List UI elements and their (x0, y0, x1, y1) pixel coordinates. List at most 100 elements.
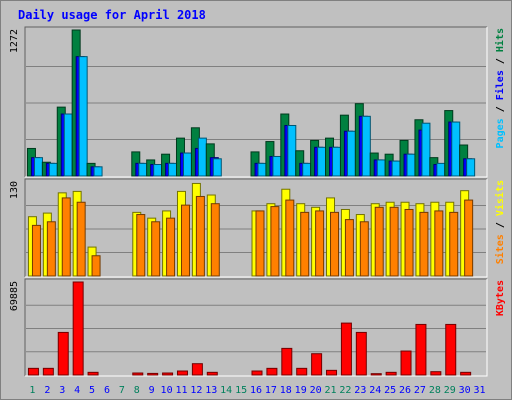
day-label-19: 19 (295, 385, 307, 396)
bar-sites-day-3 (61, 197, 71, 277)
bar-pages-day-22 (346, 130, 356, 177)
bar-sites-day-27 (419, 211, 429, 277)
bar-pages-day-5 (93, 166, 103, 177)
bar-pages-day-19 (302, 162, 312, 177)
bar-sites-day-30 (464, 199, 474, 277)
bar-sites-day-10 (166, 217, 176, 277)
day-label-3: 3 (59, 385, 65, 396)
y-axis-max-label: 130 (9, 181, 20, 199)
day-label-30: 30 (459, 385, 471, 396)
bar-kbytes-day-17 (266, 367, 278, 376)
day-label-31: 31 (474, 385, 486, 396)
day-label-15: 15 (235, 385, 247, 396)
bar-pages-day-16 (257, 162, 267, 177)
day-label-25: 25 (384, 385, 396, 396)
bar-pages-day-8 (138, 162, 148, 177)
bar-kbytes-day-24 (370, 373, 382, 376)
bar-pages-day-3 (63, 113, 73, 177)
bar-sites-day-2 (46, 221, 56, 277)
bar-pages-day-25 (391, 160, 401, 177)
bar-pages-day-29 (451, 121, 461, 177)
day-label-12: 12 (190, 385, 202, 396)
day-label-2: 2 (44, 385, 50, 396)
bar-pages-day-21 (332, 146, 342, 177)
panel-border-top (24, 26, 487, 177)
day-label-22: 22 (339, 385, 351, 396)
day-label-21: 21 (324, 385, 336, 396)
legend-separator: / (495, 52, 506, 70)
day-label-17: 17 (265, 385, 277, 396)
bar-kbytes-day-1 (27, 367, 39, 376)
panel-kbytes: 69885 KBytes (9, 278, 506, 377)
day-label-14: 14 (220, 385, 232, 396)
bar-sites-day-28 (434, 210, 444, 277)
bar-kbytes-day-26 (400, 350, 412, 376)
bar-kbytes-day-28 (430, 371, 442, 376)
bar-kbytes-day-9 (147, 372, 159, 376)
bar-kbytes-day-18 (281, 347, 293, 376)
day-label-27: 27 (414, 385, 426, 396)
day-label-9: 9 (149, 385, 155, 396)
legend-entry: Sites (494, 234, 506, 264)
day-label-23: 23 (354, 385, 366, 396)
panel-border-bottom (25, 279, 488, 377)
bar-kbytes-day-3 (57, 331, 69, 376)
panel-legend: KBytes (495, 280, 506, 316)
panel-border-bottom (25, 179, 488, 278)
bar-kbytes-day-12 (191, 363, 203, 376)
bar-sites-day-29 (449, 211, 459, 277)
bar-sites-day-23 (359, 221, 369, 277)
panel-border-top (24, 178, 487, 277)
bar-sites-day-13 (210, 203, 220, 277)
bar-pages-day-24 (376, 159, 386, 177)
bar-kbytes-day-13 (206, 371, 218, 376)
bar-sites-day-1 (31, 224, 41, 277)
panel-visits-sites: 130 Sites / Visits (9, 178, 506, 278)
bar-kbytes-day-16 (251, 370, 263, 376)
bar-pages-day-27 (421, 122, 431, 177)
panel-border-bottom (25, 27, 488, 178)
bar-pages-day-30 (466, 158, 476, 177)
day-label-29: 29 (444, 385, 456, 396)
bar-kbytes-day-4 (72, 281, 84, 376)
bar-pages-day-11 (182, 152, 192, 177)
day-label-8: 8 (134, 385, 140, 396)
day-label-28: 28 (429, 385, 441, 396)
bar-pages-day-1 (33, 157, 43, 177)
bar-kbytes-day-2 (42, 367, 54, 376)
bar-pages-day-9 (153, 164, 163, 177)
day-label-16: 16 (250, 385, 262, 396)
bar-sites-day-17 (270, 206, 280, 277)
day-label-26: 26 (399, 385, 411, 396)
bar-kbytes-day-29 (445, 323, 457, 376)
day-label-11: 11 (175, 385, 187, 396)
day-label-24: 24 (369, 385, 381, 396)
panel-border-top (24, 278, 487, 376)
legend-entry: KBytes (495, 280, 506, 316)
bar-kbytes-day-20 (311, 353, 323, 376)
panel-legend: Sites / Visits (494, 180, 506, 264)
bar-sites-day-4 (76, 201, 86, 277)
bar-pages-day-2 (48, 162, 58, 177)
day-label-10: 10 (161, 385, 173, 396)
bar-pages-day-13 (212, 158, 222, 177)
bar-kbytes-day-10 (162, 372, 174, 376)
day-axis-labels: 1 2 3 4 5 6 7 8 9 10 11 12 13 14 15 16 17 18 19 20 21 22 23 24 2… (29, 385, 485, 396)
bar-sites-day-24 (374, 206, 384, 277)
y-axis-max-label: 1272 (9, 29, 20, 53)
bar-kbytes-day-27 (415, 323, 427, 376)
bar-pages-day-17 (272, 155, 282, 177)
day-label-4: 4 (74, 385, 80, 396)
bar-sites-day-21 (330, 211, 340, 277)
bar-sites-day-20 (315, 210, 325, 277)
y-axis-max-label: 69885 (9, 281, 20, 311)
bar-sites-day-25 (389, 206, 399, 277)
legend-entry: Files (494, 70, 506, 100)
day-label-1: 1 (29, 385, 35, 396)
bar-pages-day-4 (78, 56, 88, 177)
day-label-7: 7 (119, 385, 125, 396)
bar-sites-day-18 (285, 199, 295, 277)
bar-sites-day-16 (255, 210, 265, 277)
panel-hits-files-pages: 1272 Pages / Files / Hits (9, 26, 506, 178)
